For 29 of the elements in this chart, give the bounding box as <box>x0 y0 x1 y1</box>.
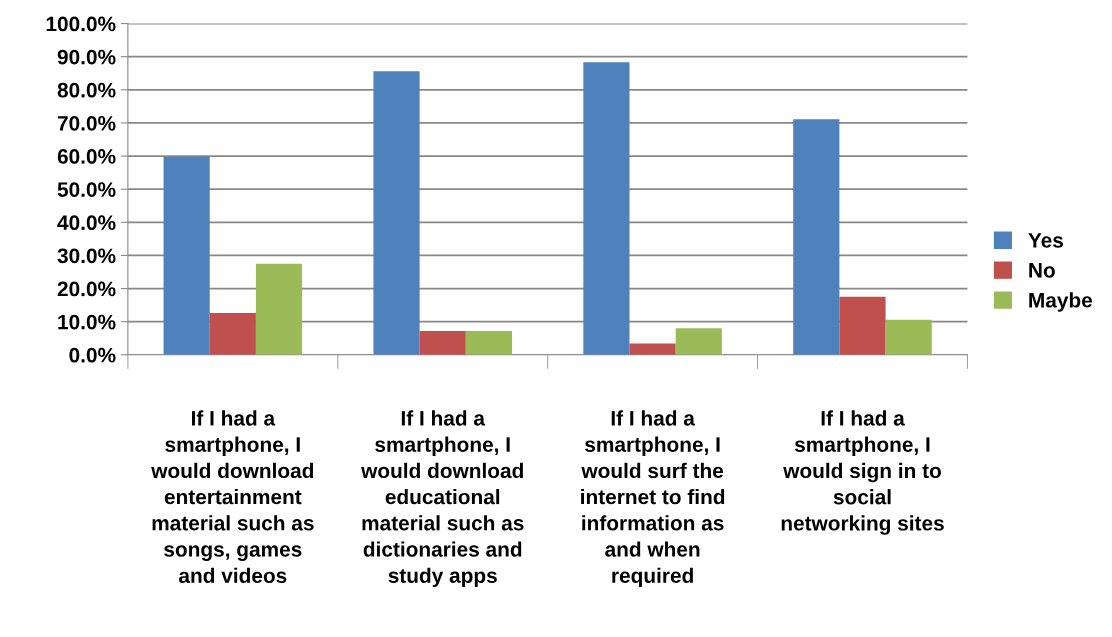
x-tick-label: If I had a smartphone, I would download educational material such as dictionaries and study apps <box>361 410 524 588</box>
y-tick-label: 30.0% <box>57 248 116 264</box>
bar <box>793 119 840 355</box>
bar <box>583 62 630 355</box>
bar <box>839 296 886 355</box>
bar <box>419 330 466 355</box>
bar <box>209 313 256 355</box>
x-tick-label: If I had a smartphone, I would surf the internet to find information as and when required <box>581 410 725 588</box>
y-tick-label: 10.0% <box>58 314 116 330</box>
bar <box>163 156 210 355</box>
y-tick-label: 20.0% <box>57 281 116 297</box>
y-tick-label: 70.0% <box>57 115 116 131</box>
y-tick-label: 0.0% <box>69 347 116 363</box>
legend-label: No <box>1029 263 1055 278</box>
bar <box>373 71 420 355</box>
bar <box>255 263 303 355</box>
x-tick-label: If I had a smartphone, I would download entertainment material such as songs, games and videos <box>151 410 314 584</box>
y-tick-label: 50.0% <box>57 182 116 197</box>
legend-label: Maybe <box>1029 292 1093 312</box>
y-tick-label: 80.0% <box>57 82 116 98</box>
y-tick-label: 40.0% <box>57 215 116 231</box>
x-tick-label: If I had a smartphone, I would sign in to social networking sites <box>781 410 944 535</box>
legend-label: Yes <box>1028 233 1063 248</box>
y-tick-label: 60.0% <box>57 149 116 164</box>
y-tick-label: 100.0% <box>46 16 116 32</box>
bar <box>885 319 932 355</box>
bar <box>465 330 512 355</box>
y-tick-label: 90.0% <box>57 49 116 65</box>
bar <box>675 328 722 355</box>
